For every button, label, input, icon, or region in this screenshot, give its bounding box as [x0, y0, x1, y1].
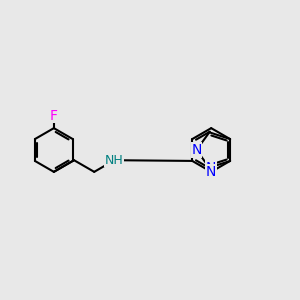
Text: N: N [191, 143, 202, 157]
Text: N: N [206, 161, 216, 175]
Text: N: N [206, 165, 216, 179]
Text: F: F [50, 109, 58, 123]
Text: NH: NH [105, 154, 124, 167]
